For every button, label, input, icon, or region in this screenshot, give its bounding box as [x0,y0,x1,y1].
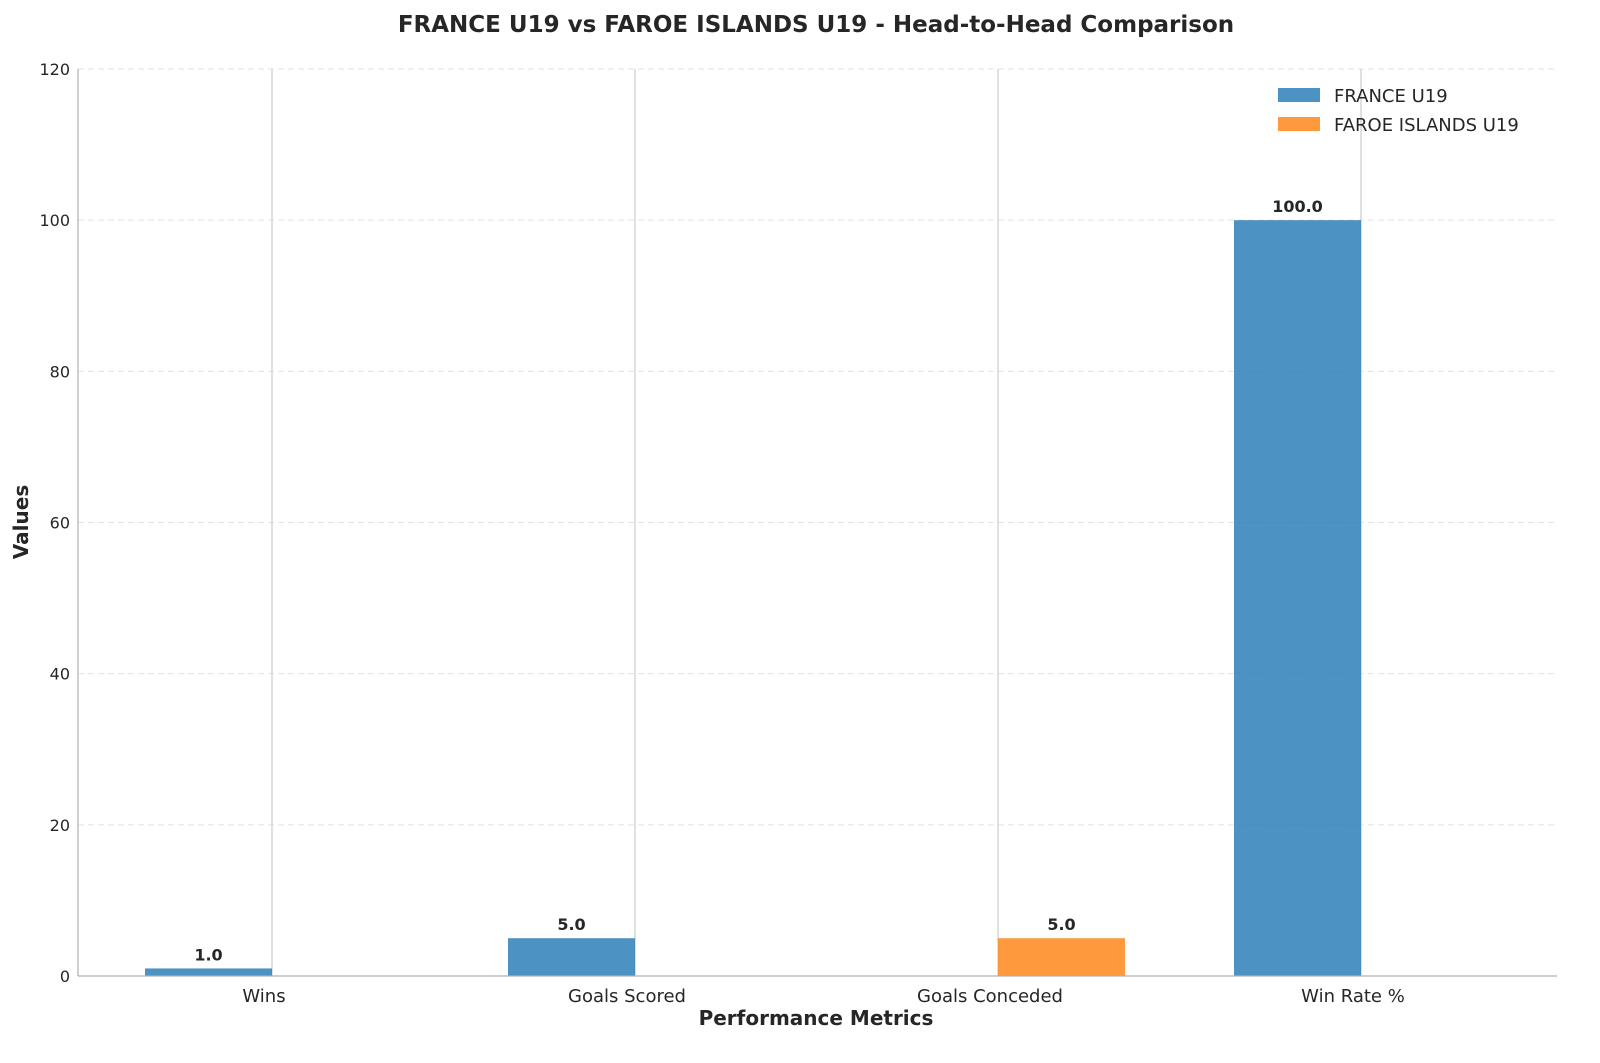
bar [145,968,272,976]
legend-swatch [1278,117,1320,131]
y-tick-label: 0 [60,967,70,986]
x-tick-labels: Wins Goals Scored Goals Conceded Win Rate % [242,986,1404,1007]
data-labels: 1.0 5.0 5.0 100.0 [194,197,1322,964]
category-lines [271,69,1362,976]
legend: FRANCE U19 FAROE ISLANDS U19 [1278,86,1519,136]
y-tick-label: 20 [50,816,70,835]
legend-swatch [1278,88,1320,102]
x-axis-label: Performance Metrics [699,1006,934,1030]
y-axis-label: Values [9,485,33,559]
data-label: 5.0 [1047,915,1075,934]
x-tick-label: Goals Conceded [917,986,1063,1007]
x-tick-label: Goals Scored [568,986,686,1007]
data-label: 1.0 [194,945,222,964]
y-tick-label: 40 [50,665,70,684]
legend-label: FAROE ISLANDS U19 [1334,115,1519,136]
chart-title: FRANCE U19 vs FAROE ISLANDS U19 - Head-t… [398,12,1234,38]
y-tick-label: 120 [39,60,70,79]
bar [508,938,635,976]
bar [998,938,1125,976]
y-tick-label: 60 [50,514,70,533]
data-label: 100.0 [1272,197,1323,216]
y-tick-label: 100 [39,211,70,230]
data-label: 5.0 [557,915,585,934]
x-tick-label: Win Rate % [1301,986,1405,1007]
legend-label: FRANCE U19 [1334,86,1448,107]
bars [145,220,1361,976]
y-tick-label: 80 [50,362,70,381]
x-tick-label: Wins [242,986,285,1007]
y-tick-labels: 0 20 40 60 80 100 120 [39,60,70,986]
bar [1234,220,1361,976]
